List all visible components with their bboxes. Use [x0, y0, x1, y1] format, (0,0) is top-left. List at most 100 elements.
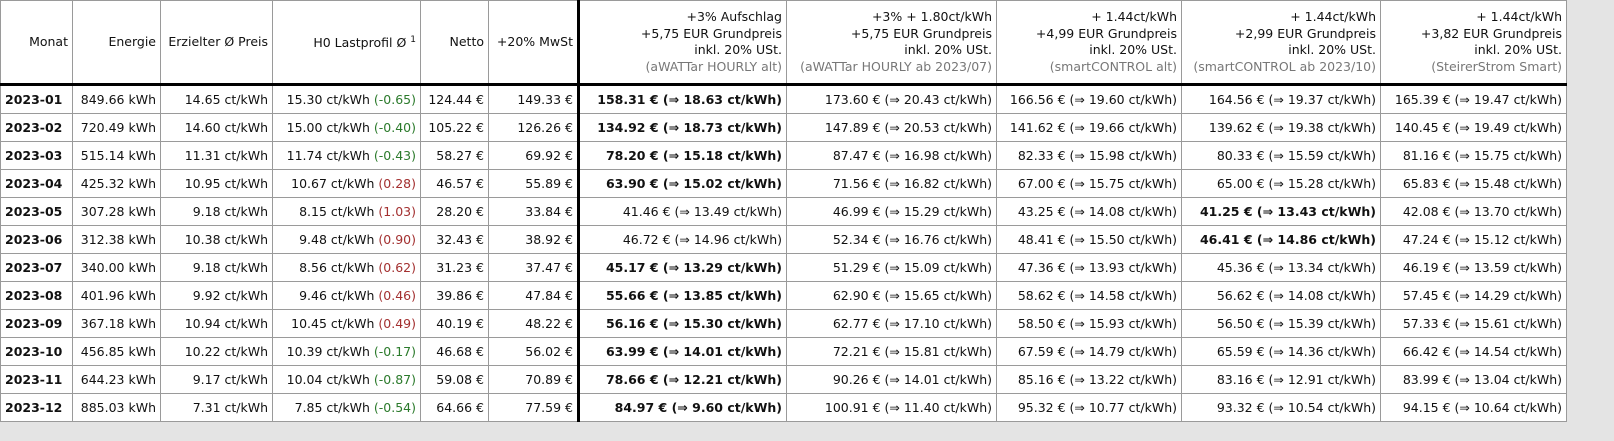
h0-price: 10.04 ct/kWh (-0.87) [272, 365, 421, 394]
tariff-cost: 82.33 € (⇒ 15.98 ct/kWh) [996, 141, 1182, 170]
achieved-price: 14.65 ct/kWh [160, 84, 273, 114]
h0-price: 15.30 ct/kWh (-0.65) [272, 84, 421, 114]
tariff-cost: 78.66 € (⇒ 12.21 ct/kWh) [578, 365, 787, 394]
header-line: inkl. 20% USt. [1288, 42, 1376, 57]
netto: 124.44 € [420, 84, 489, 114]
tariff-cost: 51.29 € (⇒ 15.09 ct/kWh) [786, 253, 997, 282]
tariff-cost: 45.36 € (⇒ 13.34 ct/kWh) [1181, 253, 1381, 282]
comparison-table: Monat Energie Erzielter Ø Preis H0 Lastprof… [0, 0, 1567, 422]
h0-value: 10.67 ct/kWh [291, 176, 375, 191]
table-body: 2023-01 849.66 kWh 14.65 ct/kWh 15.30 ct/kW… [0, 84, 1567, 422]
tariff-cost: 90.26 € (⇒ 14.01 ct/kWh) [786, 365, 997, 394]
h0-diff: (-0.43) [373, 148, 416, 163]
energy: 849.66 kWh [72, 84, 161, 114]
column-header: Monat [0, 0, 73, 85]
achieved-price: 14.60 ct/kWh [160, 113, 273, 142]
tariff-cost: 57.33 € (⇒ 15.61 ct/kWh) [1380, 309, 1567, 338]
tariff-cost: 80.33 € (⇒ 15.59 ct/kWh) [1181, 141, 1381, 170]
netto: 105.22 € [420, 113, 489, 142]
h0-diff: (0.49) [378, 316, 416, 331]
tariff-cost: 46.19 € (⇒ 13.59 ct/kWh) [1380, 253, 1567, 282]
data-row: 2023-04 425.32 kWh 10.95 ct/kWh 10.67 ct/kW… [0, 169, 1567, 198]
achieved-price: 9.18 ct/kWh [160, 197, 273, 226]
tariff-cost: 78.20 € (⇒ 15.18 ct/kWh) [578, 141, 787, 170]
tariff-cost: 147.89 € (⇒ 20.53 ct/kWh) [786, 113, 997, 142]
header-line: +3,82 EUR Grundpreis [1420, 25, 1562, 41]
netto: 59.08 € [420, 365, 489, 394]
tariff-cost: 63.99 € (⇒ 14.01 ct/kWh) [578, 337, 787, 366]
energy: 515.14 kWh [72, 141, 161, 170]
month: 2023-09 [0, 309, 73, 338]
h0-price: 10.67 ct/kWh (0.28) [272, 169, 421, 198]
tariff-cost: 41.46 € (⇒ 13.49 ct/kWh) [578, 197, 787, 226]
tariff-cost: 83.99 € (⇒ 13.04 ct/kWh) [1380, 365, 1567, 394]
tariff-cost: 58.50 € (⇒ 15.93 ct/kWh) [996, 309, 1182, 338]
tariff-cost: 165.39 € (⇒ 19.47 ct/kWh) [1380, 84, 1567, 114]
month: 2023-11 [0, 365, 73, 394]
tariff-cost: 56.50 € (⇒ 15.39 ct/kWh) [1181, 309, 1381, 338]
month: 2023-12 [0, 393, 73, 422]
tariff-source: (aWATTar HOURLY alt) [645, 58, 782, 74]
h0-value: 9.48 ct/kWh [299, 232, 375, 247]
tariff-cost: 62.77 € (⇒ 17.10 ct/kWh) [786, 309, 997, 338]
energy: 340.00 kWh [72, 253, 161, 282]
h0-value: 10.45 ct/kWh [291, 316, 375, 331]
tariff-cost: 164.56 € (⇒ 19.37 ct/kWh) [1181, 84, 1381, 114]
h0-price: 9.48 ct/kWh (0.90) [272, 225, 421, 254]
achieved-price: 9.18 ct/kWh [160, 253, 273, 282]
h0-diff: (-0.54) [373, 400, 416, 415]
tariff-cost: 56.62 € (⇒ 14.08 ct/kWh) [1181, 281, 1381, 310]
month: 2023-04 [0, 169, 73, 198]
month: 2023-08 [0, 281, 73, 310]
achieved-price: 10.95 ct/kWh [160, 169, 273, 198]
tariff-cost: 65.83 € (⇒ 15.48 ct/kWh) [1380, 169, 1567, 198]
h0-diff: (-0.65) [373, 92, 416, 107]
tariff-cost: 85.16 € (⇒ 13.22 ct/kWh) [996, 365, 1182, 394]
tariff-cost: 93.32 € (⇒ 10.54 ct/kWh) [1181, 393, 1381, 422]
h0-value: 10.04 ct/kWh [286, 372, 370, 387]
h0-diff: (0.90) [378, 232, 416, 247]
gross: 38.92 € [488, 225, 580, 254]
header-line: +3% + 1.80ct/kWh [871, 9, 992, 24]
tariff-header: + 1.44ct/kWh +4,99 EUR Grundpreis inkl. 20… [996, 0, 1182, 85]
gross: 149.33 € [488, 84, 580, 114]
tariff-cost: 83.16 € (⇒ 12.91 ct/kWh) [1181, 365, 1381, 394]
achieved-price: 9.92 ct/kWh [160, 281, 273, 310]
header-line: + 1.44ct/kWh [1290, 9, 1376, 24]
h0-price: 11.74 ct/kWh (-0.43) [272, 141, 421, 170]
month: 2023-06 [0, 225, 73, 254]
h0-diff: (0.46) [378, 288, 416, 303]
h0-value: 15.00 ct/kWh [286, 120, 370, 135]
data-row: 2023-09 367.18 kWh 10.94 ct/kWh 10.45 ct/kW… [0, 309, 1567, 338]
tariff-cost: 94.15 € (⇒ 10.64 ct/kWh) [1380, 393, 1567, 422]
h0-price: 10.45 ct/kWh (0.49) [272, 309, 421, 338]
tariff-cost: 45.17 € (⇒ 13.29 ct/kWh) [578, 253, 787, 282]
tariff-cost: 57.45 € (⇒ 14.29 ct/kWh) [1380, 281, 1567, 310]
month: 2023-10 [0, 337, 73, 366]
header-line: +2,99 EUR Grundpreis [1234, 25, 1376, 41]
h0-diff: (0.62) [378, 260, 416, 275]
tariff-cost: 46.72 € (⇒ 14.96 ct/kWh) [578, 225, 787, 254]
h0-price: 15.00 ct/kWh (-0.40) [272, 113, 421, 142]
gross: 70.89 € [488, 365, 580, 394]
netto: 28.20 € [420, 197, 489, 226]
gross: 37.47 € [488, 253, 580, 282]
header-line: inkl. 20% USt. [1474, 42, 1562, 57]
tariff-cost: 55.66 € (⇒ 13.85 ct/kWh) [578, 281, 787, 310]
gross: 48.22 € [488, 309, 580, 338]
data-row: 2023-01 849.66 kWh 14.65 ct/kWh 15.30 ct/kW… [0, 84, 1567, 114]
data-row: 2023-08 401.96 kWh 9.92 ct/kWh 9.46 ct/kWh … [0, 281, 1567, 310]
tariff-cost: 65.00 € (⇒ 15.28 ct/kWh) [1181, 169, 1381, 198]
tariff-cost: 95.32 € (⇒ 10.77 ct/kWh) [996, 393, 1182, 422]
tariff-cost: 87.47 € (⇒ 16.98 ct/kWh) [786, 141, 997, 170]
header-line: inkl. 20% USt. [1089, 42, 1177, 57]
tariff-cost: 62.90 € (⇒ 15.65 ct/kWh) [786, 281, 997, 310]
h0-price: 8.56 ct/kWh (0.62) [272, 253, 421, 282]
tariff-header: +3% + 1.80ct/kWh +5,75 EUR Grundpreis inkl… [786, 0, 997, 85]
energy: 720.49 kWh [72, 113, 161, 142]
data-row: 2023-11 644.23 kWh 9.17 ct/kWh 10.04 ct/kWh… [0, 365, 1567, 394]
h0-price: 10.39 ct/kWh (-0.17) [272, 337, 421, 366]
achieved-price: 9.17 ct/kWh [160, 365, 273, 394]
tariff-cost: 43.25 € (⇒ 14.08 ct/kWh) [996, 197, 1182, 226]
tariff-cost: 173.60 € (⇒ 20.43 ct/kWh) [786, 84, 997, 114]
